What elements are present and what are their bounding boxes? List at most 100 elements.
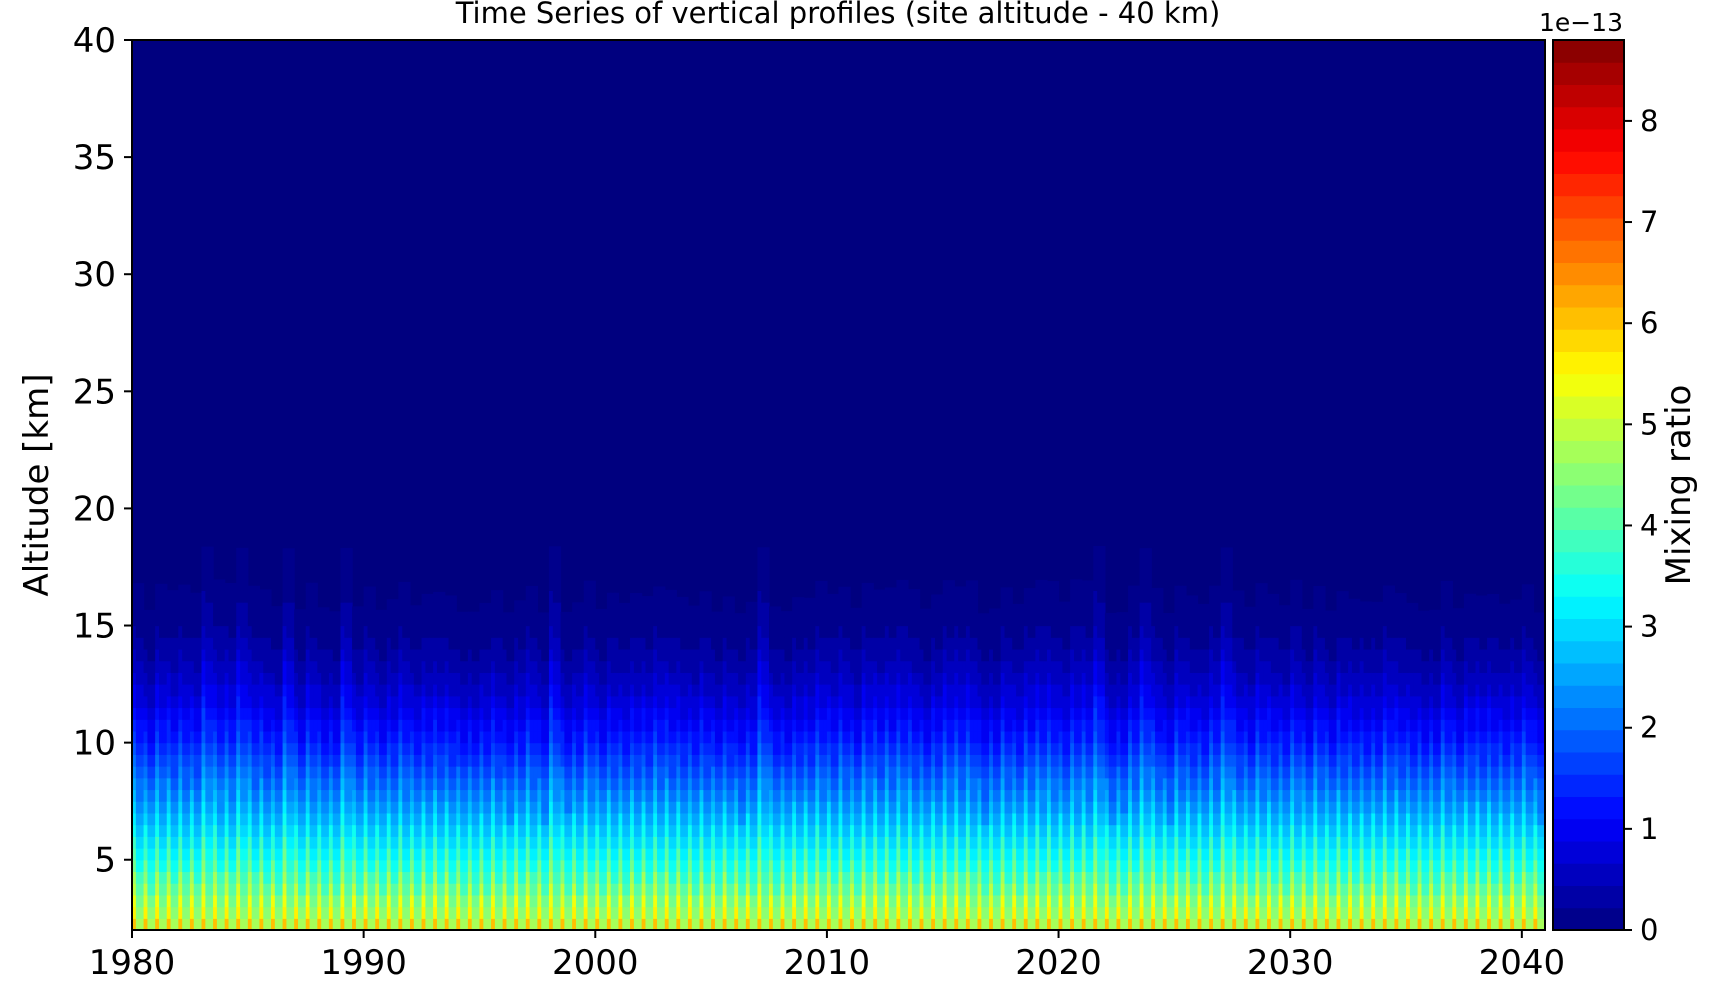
field-cell [325,754,330,767]
field-cell [568,625,573,638]
field-cell [726,625,731,638]
field-cell [313,742,318,755]
field-cell [355,789,361,802]
field-cell [243,824,249,837]
field-cell [336,848,342,861]
field-cell [645,602,650,615]
field-cell [402,707,407,720]
field-cell [290,918,295,930]
field-cell [475,848,481,861]
field-cell [491,602,496,615]
field-cell [491,812,496,826]
field-cell [703,906,708,919]
field-cell [610,906,616,919]
field-cell [220,871,226,884]
field-cell [703,637,708,650]
field-cell [722,859,728,873]
field-cell [178,848,183,861]
field-cell [699,777,704,791]
field-cell [371,637,376,650]
field-cell [707,684,712,697]
field-cell [707,836,712,849]
field-cell [491,625,496,638]
field-cell [394,672,399,685]
field-cell [444,672,450,685]
field-cell [680,684,685,697]
field-cell [734,871,739,884]
field-cell [726,777,731,791]
field-cell [595,848,600,861]
field-cell [201,801,206,814]
field-cell [240,918,245,930]
field-cell [406,848,411,861]
field-cell [653,637,658,650]
field-cell [699,719,704,732]
field-cell [290,548,295,556]
field-cell [363,789,369,802]
field-cell [591,836,596,849]
field-cell [213,871,218,884]
field-cell [309,707,315,720]
field-cell [382,613,388,627]
field-cell [197,742,203,755]
field-cell [757,602,762,615]
field-cell [367,684,372,697]
field-cell [537,906,542,919]
field-cell [572,906,577,919]
field-cell [464,906,469,919]
field-cell [186,871,191,884]
field-cell [135,742,141,755]
field-cell [359,812,365,826]
field-cell [587,660,593,673]
field-cell [630,672,635,685]
field-cell [263,883,268,896]
field-cell [695,824,701,837]
field-cell [552,660,558,673]
field-cell [564,742,569,755]
field-cell [745,602,751,615]
field-cell [336,918,342,930]
field-cell [151,684,156,697]
field-cell [680,859,685,873]
field-cell [159,695,164,709]
field-cell [769,660,774,673]
field-cell [452,824,457,837]
field-cell [255,684,260,697]
field-cell [722,596,728,603]
field-cell [467,637,473,650]
field-cell [761,848,766,861]
field-cell [305,801,311,814]
field-cell [487,602,492,615]
field-cell [344,660,349,673]
field-cell [657,660,662,673]
field-cell [321,801,326,814]
field-cell [189,883,195,896]
field-cell [761,707,766,720]
field-cell [595,719,600,732]
field-cell [722,801,728,814]
field-cell [560,766,565,779]
field-cell [348,555,353,568]
field-cell [741,648,747,662]
field-cell [494,590,500,591]
field-cell [769,906,774,919]
field-cell [398,801,403,814]
field-cell [159,707,164,720]
field-cell [552,871,558,884]
field-cell [267,742,272,755]
field-cell [506,730,511,744]
field-cell [579,637,585,650]
field-cell [587,918,593,930]
field-cell [533,871,538,884]
field-cell [722,613,728,627]
field-cell [224,859,230,873]
field-cell [510,719,515,732]
field-cell [390,742,396,755]
field-cell [680,754,685,767]
field-cell [606,812,612,826]
field-cell [757,547,762,556]
field-cell [784,836,789,849]
field-cell [406,637,411,650]
field-cell [622,707,627,720]
field-cell [502,684,508,697]
